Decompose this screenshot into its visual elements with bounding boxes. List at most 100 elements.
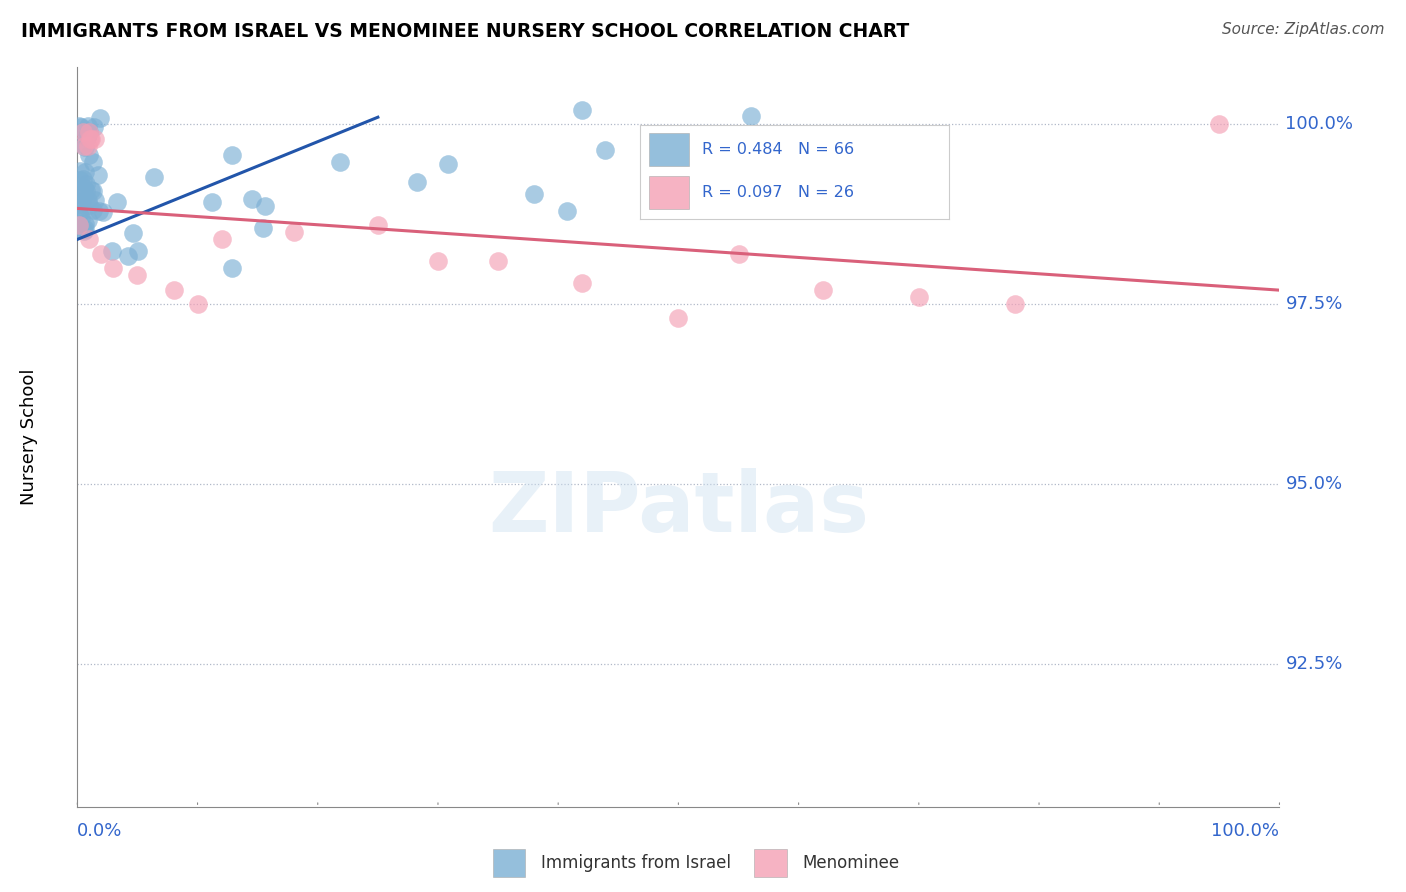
Text: 0.0%: 0.0% (77, 822, 122, 839)
Point (67, 218, 90, 232)
Point (143, 169, 166, 184)
Point (67, 197, 90, 211)
Point (67, 119, 90, 133)
Point (77, 194, 100, 208)
Point (72, 125, 94, 139)
Point (162, 283, 184, 297)
Text: 95.0%: 95.0% (1285, 475, 1343, 492)
Point (77, 148, 100, 162)
Point (77, 126, 100, 140)
Point (105, 195, 128, 210)
Text: R = 0.484   N = 66: R = 0.484 N = 66 (702, 142, 853, 157)
Point (740, 109, 762, 123)
Point (211, 232, 233, 246)
Point (523, 187, 546, 202)
Text: 97.5%: 97.5% (1285, 295, 1343, 313)
Text: R = 0.097   N = 26: R = 0.097 N = 26 (702, 185, 853, 200)
Point (73, 181, 96, 195)
Point (66, 222, 89, 236)
Point (83, 120, 105, 134)
Point (668, 311, 690, 326)
Point (67, 202, 90, 216)
Point (77, 125, 100, 139)
Point (77, 125, 100, 139)
Point (436, 157, 458, 171)
Point (70, 194, 93, 208)
Point (82, 203, 104, 218)
Point (79, 198, 101, 212)
Point (221, 261, 243, 276)
Point (201, 194, 224, 209)
Bar (755, 849, 786, 877)
Point (643, 160, 665, 174)
Point (72, 224, 94, 238)
Bar (492, 849, 524, 877)
Point (69, 207, 91, 221)
Point (73, 165, 96, 179)
Point (727, 247, 749, 261)
Point (692, 169, 714, 184)
Point (709, 146, 731, 161)
Text: ZIPatlas: ZIPatlas (488, 468, 869, 549)
Point (76, 130, 98, 145)
Point (76, 119, 98, 133)
Point (70, 120, 93, 135)
Point (76, 129, 98, 144)
Bar (650, 177, 689, 210)
Point (103, 261, 125, 276)
Text: IMMIGRANTS FROM ISRAEL VS MENOMINEE NURSERY SCHOOL CORRELATION CHART: IMMIGRANTS FROM ISRAEL VS MENOMINEE NURS… (21, 22, 910, 41)
Point (811, 283, 834, 297)
Point (908, 290, 931, 304)
Point (252, 221, 274, 235)
Point (75, 140, 97, 154)
Point (186, 297, 209, 311)
Point (80, 183, 103, 197)
Text: 92.5%: 92.5% (1285, 655, 1343, 673)
Point (69, 211, 91, 226)
Text: Immigrants from Israel: Immigrants from Israel (541, 854, 731, 872)
Text: Source: ZipAtlas.com: Source: ZipAtlas.com (1222, 22, 1385, 37)
Point (254, 199, 277, 213)
Point (72, 188, 94, 202)
Point (83, 132, 105, 146)
Point (73, 139, 96, 153)
Point (79, 132, 101, 146)
Point (240, 192, 263, 206)
Point (75, 221, 97, 235)
Point (72, 172, 94, 186)
Point (593, 143, 616, 157)
Point (571, 276, 593, 290)
Point (555, 203, 578, 218)
Point (91, 205, 114, 219)
Point (329, 155, 352, 169)
Bar (650, 133, 689, 166)
Point (704, 153, 727, 167)
Text: 100.0%: 100.0% (1212, 822, 1279, 839)
Point (713, 135, 735, 149)
Point (127, 244, 149, 258)
Point (367, 218, 389, 232)
Point (486, 254, 509, 268)
Point (76, 139, 98, 153)
Point (283, 225, 305, 239)
Point (1208, 117, 1230, 131)
Point (69, 173, 91, 187)
Point (75, 177, 97, 191)
Point (82, 185, 104, 199)
Point (89, 204, 111, 219)
Point (221, 147, 243, 161)
Point (122, 226, 145, 240)
Point (117, 249, 139, 263)
Point (73, 217, 96, 231)
Point (84, 194, 107, 208)
Point (80, 132, 103, 146)
Point (79, 232, 101, 246)
Point (82, 155, 104, 169)
Point (571, 103, 593, 117)
Point (100, 244, 122, 259)
Point (67, 182, 90, 196)
Point (405, 175, 427, 189)
Point (69, 163, 91, 178)
Text: Nursery School: Nursery School (20, 368, 38, 506)
Point (87, 168, 110, 182)
